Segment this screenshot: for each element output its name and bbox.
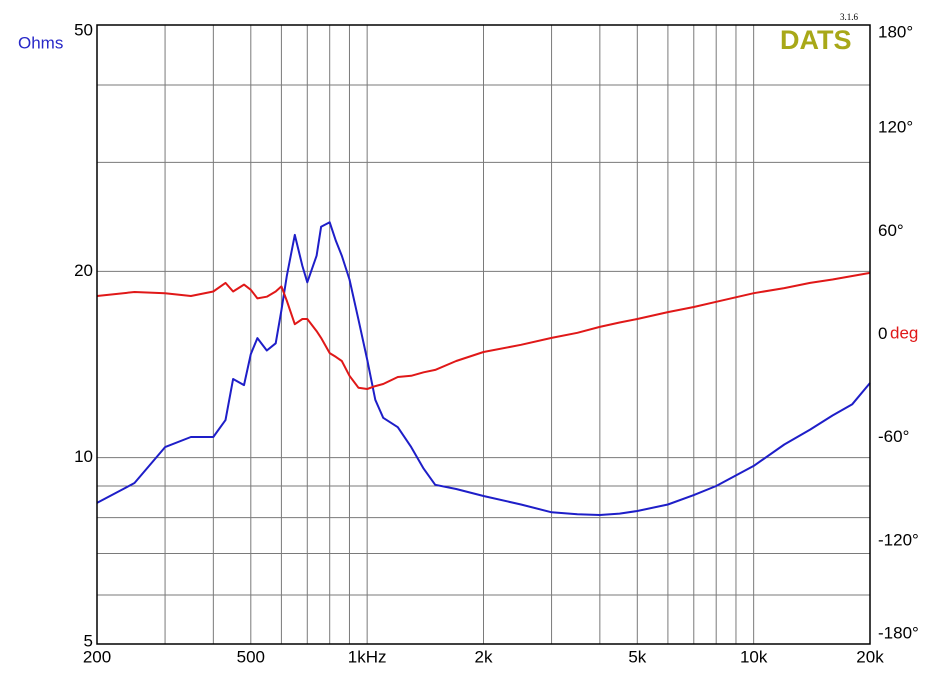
series-line <box>96 221 871 516</box>
x-tick-label: 5k <box>628 647 646 666</box>
series-line <box>96 271 871 390</box>
y-tick-label: 20 <box>74 261 93 280</box>
y2-tick-label: -120° <box>878 530 919 549</box>
y-tick-label: 10 <box>74 447 93 466</box>
watermark: DATS <box>780 25 852 55</box>
y2-tick-label: -60° <box>878 427 909 446</box>
x-tick-label: 500 <box>237 647 265 666</box>
version: 3.1.6 <box>840 12 859 22</box>
x-tick-label: 1kHz <box>348 647 387 666</box>
x-tick-label: 200 <box>83 647 111 666</box>
x-tick-label: 2k <box>475 647 493 666</box>
y2-tick-label: -180° <box>878 623 919 642</box>
y-tick-label: 5 <box>84 631 93 650</box>
y-tick-label: 50 <box>74 20 93 39</box>
x-tick-label: 10k <box>740 647 768 666</box>
x-tick-label: 20k <box>856 647 884 666</box>
plot-frame <box>96 24 871 645</box>
y2-tick-label: 60° <box>878 221 904 240</box>
y2-axis-label: deg <box>890 323 918 342</box>
y2-tick-label: 120° <box>878 118 913 137</box>
y2-tick-label: 0 <box>878 324 887 343</box>
y-axis-label: Ohms <box>18 33 63 52</box>
y2-tick-label: 180° <box>878 22 913 41</box>
